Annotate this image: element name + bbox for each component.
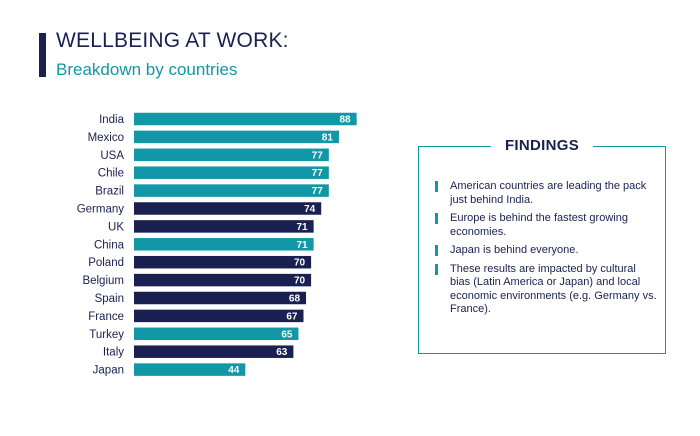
bar <box>134 273 312 287</box>
bullet-marker-icon <box>435 245 438 256</box>
category-label: Spain <box>95 293 124 305</box>
page-subtitle: Breakdown by countries <box>56 60 238 79</box>
value-label: 70 <box>294 258 306 269</box>
bullet-marker-icon <box>435 263 438 275</box>
value-label: 68 <box>289 294 301 305</box>
category-label: China <box>94 239 125 251</box>
category-label: Japan <box>93 365 124 377</box>
bar <box>134 166 329 179</box>
value-label: 65 <box>281 329 293 340</box>
findings-list: American countries are leading the pack … <box>435 180 657 322</box>
value-label: 67 <box>286 311 298 322</box>
value-label: 88 <box>340 115 352 126</box>
category-label: Brazil <box>95 186 124 198</box>
finding-item: Japan is behind everyone. <box>435 244 657 258</box>
category-label: India <box>99 114 125 126</box>
category-label: UK <box>108 221 124 233</box>
bar <box>134 309 304 323</box>
bar <box>134 238 314 251</box>
category-label: Mexico <box>88 132 124 144</box>
category-label: Italy <box>103 347 124 359</box>
bar <box>134 327 299 341</box>
category-label: Germany <box>77 204 125 216</box>
category-label: Poland <box>88 257 124 269</box>
value-label: 77 <box>312 150 324 161</box>
bar <box>134 255 312 269</box>
value-label: 44 <box>228 365 240 376</box>
category-label: Belgium <box>82 275 124 287</box>
bar <box>134 363 246 376</box>
bar <box>134 112 357 126</box>
findings-title: FINDINGS <box>490 137 594 154</box>
bullet-marker-icon <box>435 213 438 224</box>
finding-text: Japan is behind everyone. <box>450 244 579 256</box>
title-accent-bar <box>39 33 46 77</box>
value-label: 77 <box>312 186 324 197</box>
finding-text: Europe is behind the fastest growing eco… <box>450 212 628 238</box>
bar <box>134 291 307 305</box>
country-bar-chart: India 88 Mexico 81 USA 77 Chile 77 Brazil 77 Germa… <box>77 112 357 377</box>
category-label: USA <box>100 150 124 162</box>
value-label: 71 <box>297 222 309 233</box>
finding-item: These results are impacted by cultural b… <box>435 263 657 317</box>
value-label: 77 <box>312 168 324 179</box>
category-label: Turkey <box>89 329 124 341</box>
finding-item: Europe is behind the fastest growing eco… <box>435 212 657 239</box>
page-title: WELLBEING AT WORK: <box>56 29 289 52</box>
findings-panel: FINDINGS American countries are leading … <box>418 137 666 354</box>
value-label: 74 <box>304 204 316 215</box>
value-label: 63 <box>276 347 288 358</box>
value-label: 71 <box>297 240 309 251</box>
bar <box>134 202 322 215</box>
bar <box>134 130 339 144</box>
category-label: France <box>88 311 124 323</box>
bar <box>134 148 329 162</box>
finding-item: American countries are leading the pack … <box>435 180 657 207</box>
category-label: Chile <box>98 168 124 180</box>
bullet-marker-icon <box>435 181 438 192</box>
value-label: 81 <box>322 132 334 143</box>
bar <box>134 184 329 197</box>
value-label: 70 <box>294 276 306 287</box>
bar <box>134 345 294 358</box>
finding-text: These results are impacted by cultural b… <box>450 262 657 316</box>
bar <box>134 220 314 233</box>
finding-text: American countries are leading the pack … <box>450 180 647 206</box>
